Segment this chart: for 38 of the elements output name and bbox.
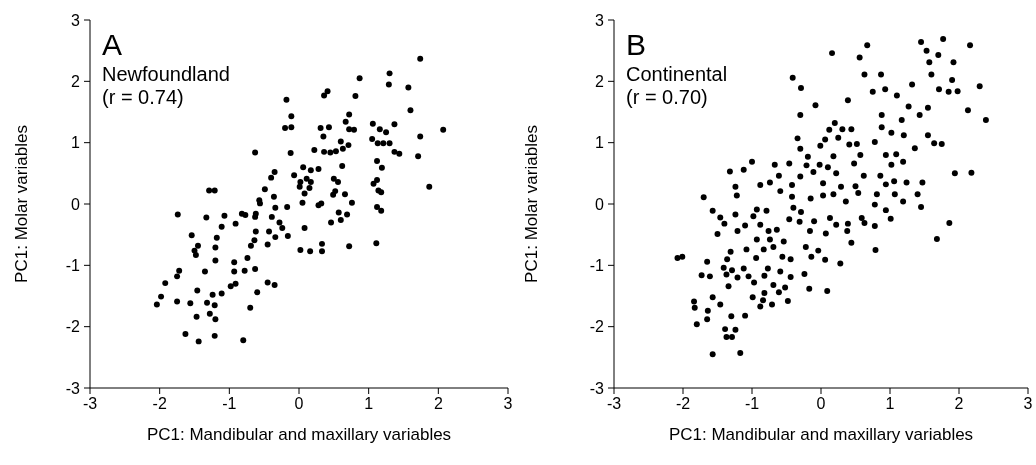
x-tick-label: -3 [606,395,622,413]
x-tick-label: 1 [364,395,374,413]
y-tick-label: 1 [595,134,605,152]
x-axis-title: PC1: Mandibular and maxillary variables [667,425,975,445]
y-tick-label: 0 [595,195,605,213]
annotation: Newfoundland [102,62,230,86]
y-tick-label: 2 [71,73,81,91]
x-tick-label: 3 [1023,395,1033,413]
x-tick-label: 3 [503,395,513,413]
x-tick-label: 1 [885,395,895,413]
y-tick-label: -1 [65,257,81,275]
x-tick-label: -1 [744,395,760,413]
annotation: (r = 0.74) [102,85,185,109]
x-tick-label: -2 [152,395,167,413]
x-tick-label: -3 [82,395,98,413]
y-tick-label: -1 [589,257,605,275]
y-axis-title: PC1: Molar variables [522,125,542,283]
y-tick-label: 0 [71,195,81,213]
annotation: Continental [626,62,728,86]
x-tick-label: -1 [222,395,237,413]
annotation: A [102,28,123,63]
y-axis-title: PC1: Molar variables [12,125,32,283]
y-tick-label: 1 [71,134,81,152]
x-tick-label: 0 [294,395,304,413]
x-axis-title: PC1: Mandibular and maxillary variables [145,425,453,445]
x-tick-label: 0 [816,395,826,413]
y-tick-label: 3 [595,11,605,29]
y-tick-label: -2 [589,318,605,336]
y-tick-label: -2 [65,318,81,336]
x-tick-label: -2 [675,395,691,413]
y-tick-label: -3 [65,379,81,397]
x-tick-label: 2 [433,395,443,413]
annotation: (r = 0.70) [626,85,709,109]
y-tick-label: 2 [595,73,605,91]
y-tick-label: -3 [589,379,605,397]
annotation: B [626,28,647,63]
y-tick-label: 3 [71,11,81,29]
x-tick-label: 2 [954,395,964,413]
